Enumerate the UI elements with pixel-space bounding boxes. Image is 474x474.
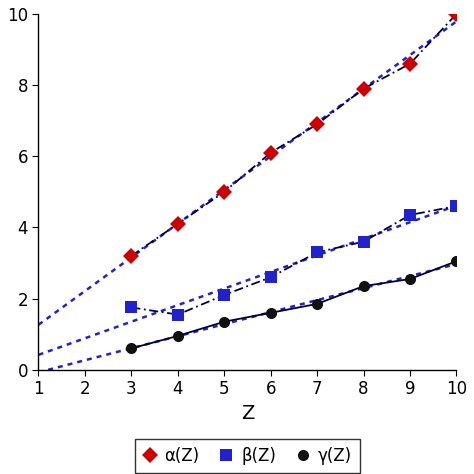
α(Z): [128, 253, 134, 259]
β(Z): [268, 274, 273, 280]
γ(Z): [454, 258, 459, 264]
β(Z): [361, 239, 366, 245]
γ(Z): [407, 276, 413, 282]
α(Z): [361, 86, 366, 91]
γ(Z): [128, 346, 134, 351]
β(Z): [175, 312, 181, 318]
β(Z): [221, 292, 227, 298]
α(Z): [454, 11, 459, 17]
α(Z): [314, 121, 320, 127]
γ(Z): [175, 333, 181, 339]
X-axis label: Z: Z: [241, 404, 254, 423]
β(Z): [314, 249, 320, 255]
β(Z): [128, 305, 134, 310]
α(Z): [407, 61, 413, 67]
α(Z): [268, 150, 273, 155]
γ(Z): [221, 319, 227, 325]
Line: α(Z): α(Z): [126, 9, 462, 262]
α(Z): [221, 189, 227, 195]
Line: β(Z): β(Z): [125, 200, 463, 321]
γ(Z): [314, 301, 320, 307]
β(Z): [407, 212, 413, 218]
γ(Z): [361, 283, 366, 289]
Legend: α(Z), β(Z), γ(Z): α(Z), β(Z), γ(Z): [135, 438, 360, 473]
Line: γ(Z): γ(Z): [126, 255, 462, 354]
γ(Z): [268, 310, 273, 316]
β(Z): [454, 203, 459, 209]
α(Z): [175, 221, 181, 227]
